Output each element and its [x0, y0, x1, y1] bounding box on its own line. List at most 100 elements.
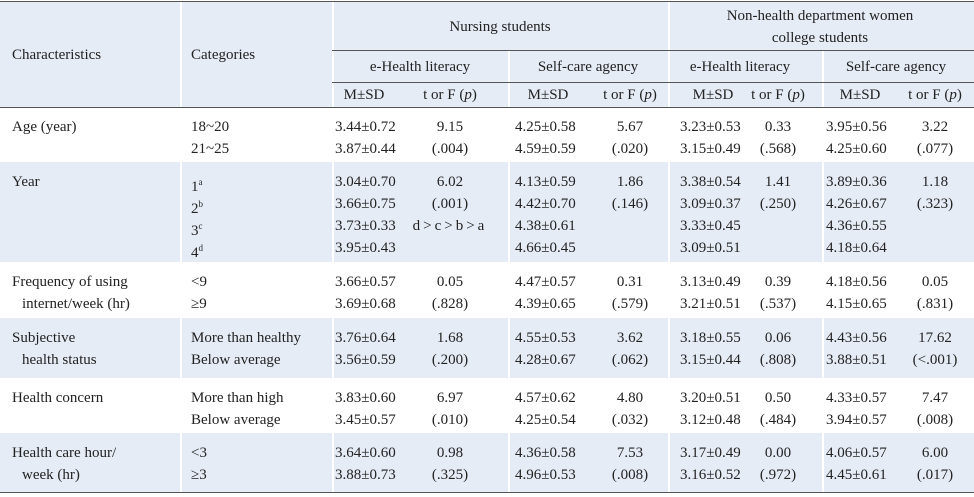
- cell: 17.62: [918, 330, 952, 346]
- cell: 4.57±0.62: [515, 390, 576, 406]
- column-separator: [822, 50, 824, 107]
- column-header: t or F (p): [603, 84, 657, 106]
- rule: [332, 50, 974, 51]
- category: 18~20: [191, 116, 229, 138]
- column-separator: [508, 378, 510, 433]
- text: p: [464, 87, 472, 103]
- text: ): [471, 87, 477, 103]
- cell: 0.06: [764, 330, 792, 346]
- category: Below average: [191, 349, 281, 371]
- rule: [332, 82, 974, 83]
- row-bg: [0, 318, 974, 378]
- column-header: M±SD: [840, 84, 881, 106]
- cell: 3.17±0.49: [680, 445, 741, 461]
- cell: (.077): [916, 141, 954, 157]
- cell: (.325): [431, 467, 469, 483]
- column-separator: [332, 262, 334, 318]
- cell: (<.001): [912, 352, 958, 368]
- cell: (.579): [611, 296, 649, 312]
- column-header: M±SD: [693, 84, 734, 106]
- column-separator: [180, 262, 182, 318]
- cell: 0.39: [764, 274, 792, 290]
- cell: 4.18±0.64: [826, 240, 887, 256]
- subgroup-title: e-Health literacy: [369, 59, 471, 75]
- header-bg: [0, 2, 974, 107]
- cell: 3.15±0.49: [680, 141, 741, 157]
- cell: (.200): [431, 352, 469, 368]
- cell: 0.33: [764, 119, 792, 135]
- cell: (.808): [759, 352, 797, 368]
- cell: 6.02: [436, 174, 464, 190]
- column-separator: [332, 378, 334, 433]
- column-header: t or F (p): [751, 84, 805, 106]
- cell: 4.28±0.67: [515, 352, 576, 368]
- cell: (.828): [431, 296, 469, 312]
- column-header: M±SD: [344, 84, 385, 106]
- cell: 1.86: [616, 174, 644, 190]
- cell: 3.95±0.43: [335, 240, 396, 256]
- cell: 6.97: [436, 390, 464, 406]
- column-separator: [508, 50, 510, 107]
- cell: 3.12±0.48: [680, 412, 741, 428]
- cell: 3.44±0.72: [335, 119, 396, 135]
- rule: [0, 107, 974, 108]
- column-separator: [508, 162, 510, 262]
- cell: (.017): [916, 467, 954, 483]
- header-cell: Characteristics: [12, 47, 102, 63]
- column-separator: [822, 433, 824, 492]
- cell: 4.15±0.65: [826, 296, 887, 312]
- cell: 3.13±0.49: [680, 274, 741, 290]
- column-separator: [332, 318, 334, 378]
- column-separator: [508, 262, 510, 318]
- cell: 3.89±0.36: [826, 174, 887, 190]
- cell: 3.83±0.60: [335, 390, 396, 406]
- text: <3: [191, 445, 207, 461]
- group-title: Nursing students: [449, 19, 551, 35]
- cell: 1.68: [436, 330, 464, 346]
- cell: 4.43±0.56: [826, 330, 887, 346]
- column-separator: [332, 107, 334, 162]
- cell: 3.33±0.45: [680, 218, 741, 234]
- cell: 3.62: [616, 330, 644, 346]
- text: More than healthy: [191, 330, 301, 346]
- category: 1a: [191, 171, 203, 198]
- column-separator: [668, 378, 670, 433]
- cell: 3.88±0.73: [335, 467, 396, 483]
- cell: 3.69±0.68: [335, 296, 396, 312]
- cell: 0.31: [616, 274, 644, 290]
- column-separator: [668, 2, 670, 107]
- cell: 9.15: [436, 119, 464, 135]
- category: 21~25: [191, 138, 229, 160]
- characteristic: Subjective: [12, 330, 76, 346]
- text: 21~25: [191, 141, 230, 157]
- text: 18~20: [191, 119, 230, 135]
- category: More than high: [191, 387, 283, 409]
- cell: d>c>b>a: [412, 218, 488, 234]
- cell: 0.05: [436, 274, 464, 290]
- cell: 4.25±0.54: [515, 412, 576, 428]
- cell: 3.76±0.64: [335, 330, 396, 346]
- text: a: [198, 177, 203, 187]
- text: d: [198, 243, 204, 253]
- cell: 3.15±0.44: [680, 352, 741, 368]
- text: b: [198, 199, 204, 209]
- group-title: Non-health department women: [726, 8, 914, 24]
- cell: (.568): [759, 141, 797, 157]
- category: ≥9: [191, 293, 207, 315]
- text: 3: [191, 223, 199, 239]
- cell: 3.38±0.54: [680, 174, 741, 190]
- cell: (.008): [611, 467, 649, 483]
- column-header: t or F (p): [908, 84, 962, 106]
- column-separator: [508, 107, 510, 162]
- cell: 4.47±0.57: [515, 274, 576, 290]
- cell: 3.94±0.57: [826, 412, 887, 428]
- cell: 6.00: [921, 445, 949, 461]
- category: <9: [191, 271, 207, 293]
- cell: 0.50: [764, 390, 792, 406]
- text: Below average: [191, 412, 281, 428]
- text: ≥9: [191, 296, 207, 312]
- cell: 3.18±0.55: [680, 330, 741, 346]
- category: 3c: [191, 215, 203, 242]
- cell: 3.16±0.52: [680, 467, 741, 483]
- text: c: [198, 221, 203, 231]
